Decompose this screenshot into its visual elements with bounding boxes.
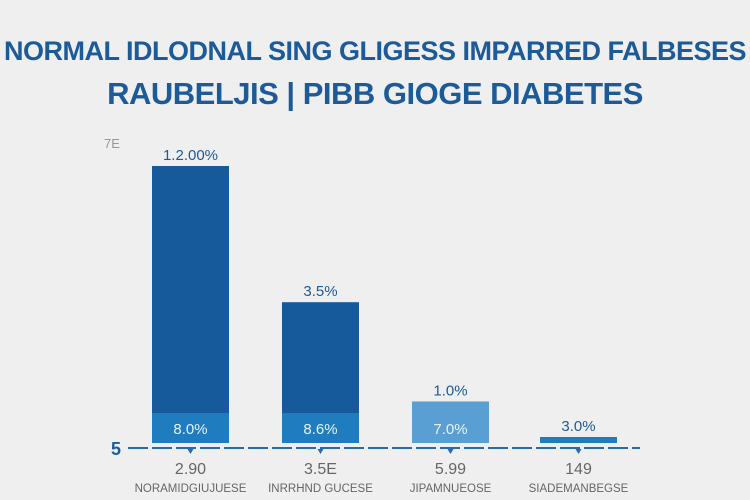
bar-value-label: 1.0% — [433, 382, 467, 399]
category-number-label: 2.90 — [175, 461, 206, 478]
category-number-label: 5.99 — [435, 461, 466, 478]
category-label: JIPAMNUEOSE — [410, 483, 492, 495]
bar-value-label: 3.0% — [561, 418, 595, 435]
bar-value-label: 3.5% — [303, 283, 337, 300]
bar-value-label: 1.2.00% — [163, 147, 218, 164]
chart-title-line-2: RAUBELJIS | PIBB GIOGE DIABETES — [107, 76, 643, 111]
bar-inner-label: 7.0% — [433, 421, 467, 438]
category-number-label: 3.5E — [304, 461, 337, 478]
tick-marker — [575, 449, 582, 454]
bar — [540, 436, 617, 443]
y-tick-label: 7E — [104, 136, 120, 151]
tick-marker — [317, 449, 324, 454]
category-label: SIADEMANBEGSE — [529, 483, 629, 495]
tick-marker — [187, 449, 194, 454]
bar-lower-segment — [152, 412, 229, 443]
bar-inner-label: 8.6% — [303, 421, 337, 438]
y-tick-label: 5 — [111, 439, 121, 459]
chart-title-line-1: NORMAL IDLODNAL SING GLIGESS IMPARRED FA… — [3, 36, 747, 66]
bar — [152, 166, 229, 443]
bar-inner-label: 8.0% — [173, 421, 207, 438]
category-label: NORAMIDGIUJUESE — [135, 483, 247, 495]
category-number-label: 149 — [565, 461, 592, 478]
bar-lower-segment — [282, 412, 359, 443]
category-label: INRRHND GUCESE — [268, 483, 373, 495]
bar — [412, 401, 489, 443]
tick-marker — [447, 449, 454, 454]
